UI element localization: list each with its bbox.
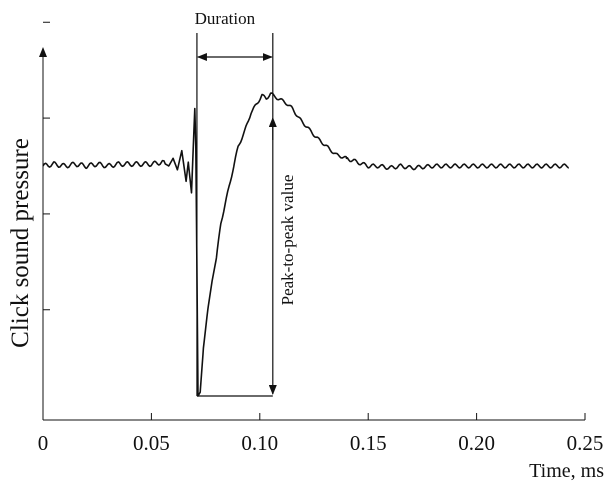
x-tick-label: 0.15 [350, 431, 387, 455]
y-axis-title: Click sound pressure [7, 138, 34, 348]
x-tick-label: 0.20 [458, 431, 495, 455]
pressure-series-line [42, 92, 570, 397]
x-axis-title: Time, ms [529, 460, 604, 482]
y-ticks [43, 21, 50, 311]
duration-label: Duration [195, 9, 256, 28]
peak-to-peak-label: Peak-to-peak value [278, 175, 297, 306]
x-tick-label: 0.25 [567, 431, 604, 455]
x-tick-label: 0 [38, 431, 49, 455]
x-tick-label: 0.10 [241, 431, 278, 455]
x-tick-label: 0.05 [133, 431, 170, 455]
x-ticks: 0 0.05 0.10 0.15 0.20 0.25 [38, 413, 604, 455]
